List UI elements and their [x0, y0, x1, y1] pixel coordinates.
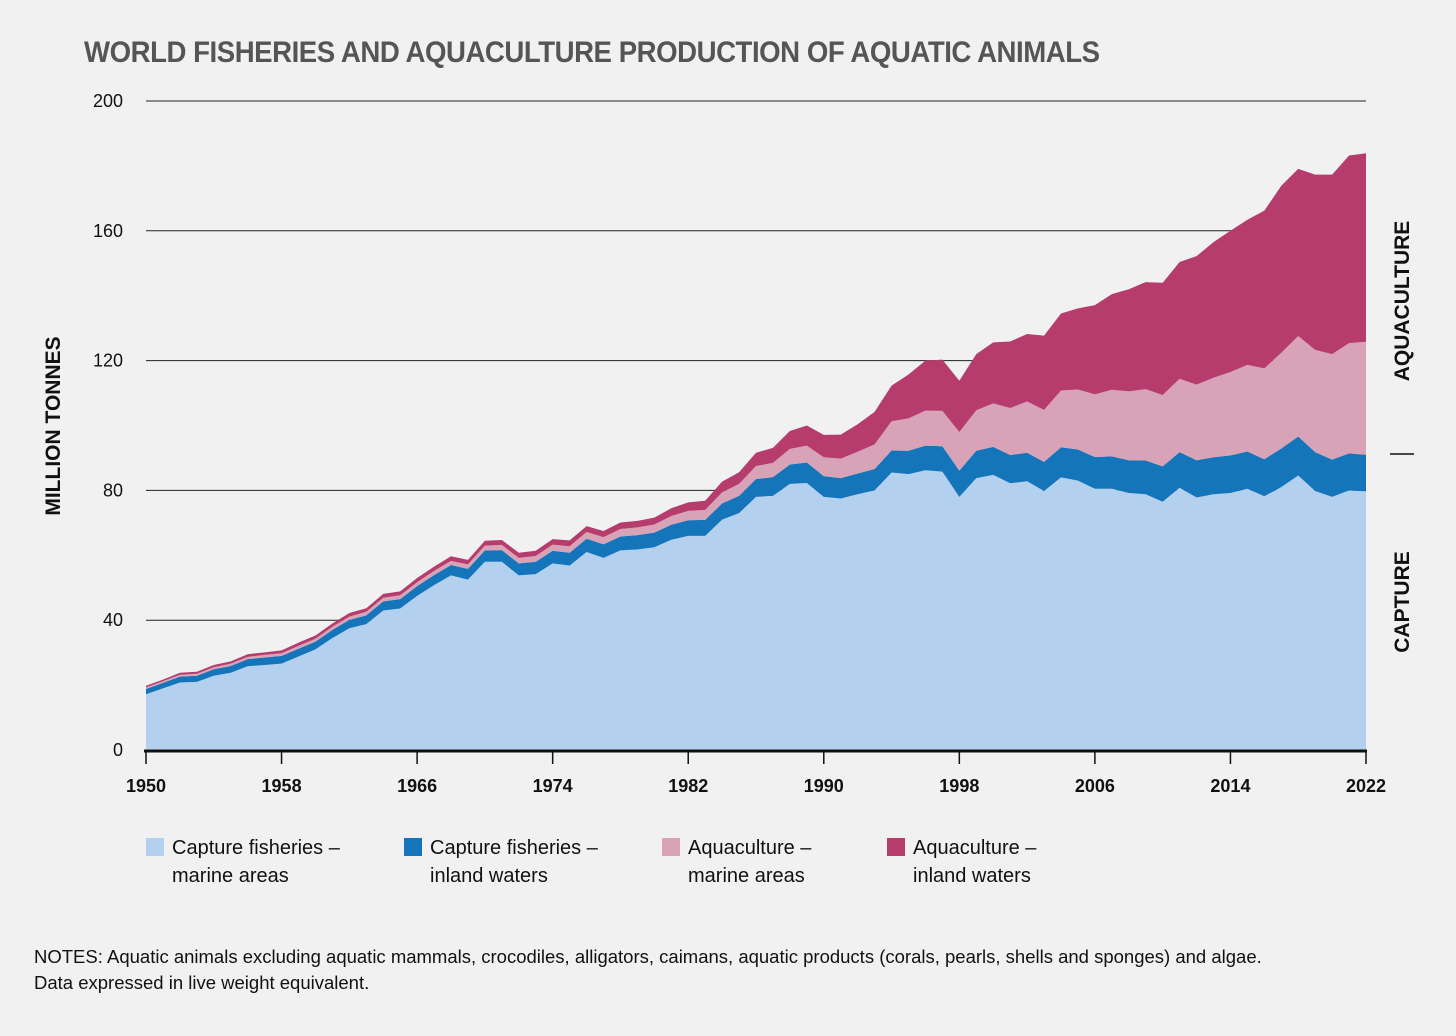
legend-label-line1: Capture fisheries –: [172, 837, 340, 859]
y-tick-label-120: 120: [93, 351, 123, 371]
x-tick-label-1998: 1998: [939, 776, 979, 796]
chart-title: WORLD FISHERIES AND AQUACULTURE PRODUCTI…: [84, 36, 1100, 69]
x-tick-label-1990: 1990: [804, 776, 844, 796]
legend-swatch-capture-marine: [146, 838, 164, 856]
x-tick-label-2014: 2014: [1210, 776, 1250, 796]
x-tick-label-1958: 1958: [262, 776, 302, 796]
legend-label-line2: inland waters: [430, 865, 548, 887]
x-tick-label-1966: 1966: [397, 776, 437, 796]
legend-item-aquaculture-marine: Aquaculture – marine areas: [662, 834, 811, 890]
y-tick-label-40: 40: [103, 610, 123, 630]
notes-line-2: Data expressed in live weight equivalent…: [34, 972, 370, 993]
x-tick-label-1950: 1950: [126, 776, 166, 796]
legend-label-line2: inland waters: [913, 865, 1031, 887]
axes: [144, 453, 1414, 764]
notes-line-1: NOTES: Aquatic animals excluding aquatic…: [34, 946, 1262, 967]
x-tick-label-2006: 2006: [1075, 776, 1115, 796]
y-tick-label-160: 160: [93, 221, 123, 241]
side-label-aquaculture: AQUACULTURE: [1391, 221, 1414, 382]
legend-label-line1: Capture fisheries –: [430, 837, 598, 859]
legend-swatch-capture-inland: [404, 838, 422, 856]
area-series-1: [146, 470, 1366, 750]
y-tick-label-0: 0: [113, 740, 123, 760]
chart-plot: 0 40 80 120 160 200 1950 1958 1966 1974 1982 1990 19…: [42, 91, 1414, 796]
y-tick-label-80: 80: [103, 480, 123, 500]
legend-label-line2: marine areas: [688, 865, 805, 887]
area-series: [146, 153, 1366, 750]
legend: Capture fisheries – marine areas Capture…: [146, 834, 1146, 894]
y-axis-label: MILLION TONNES: [42, 336, 65, 515]
legend-swatch-aquaculture-inland: [887, 838, 905, 856]
side-label-capture: CAPTURE: [1391, 551, 1414, 653]
x-tick-label-1982: 1982: [668, 776, 708, 796]
axis-labels: 0 40 80 120 160 200 1950 1958 1966 1974 1982 1990 19…: [42, 91, 1414, 796]
x-tick-label-1974: 1974: [533, 776, 573, 796]
legend-label-line2: marine areas: [172, 865, 289, 887]
notes: NOTES: Aquatic animals excluding aquatic…: [34, 944, 1424, 996]
legend-item-capture-marine: Capture fisheries – marine areas: [146, 834, 340, 890]
area-series-2: [146, 436, 1366, 695]
legend-label-line1: Aquaculture –: [913, 837, 1037, 859]
legend-item-aquaculture-inland: Aquaculture – inland waters: [887, 834, 1036, 890]
legend-item-capture-inland: Capture fisheries – inland waters: [404, 834, 598, 890]
y-tick-label-200: 200: [93, 91, 123, 111]
legend-swatch-aquaculture-marine: [662, 838, 680, 856]
x-tick-label-2022: 2022: [1346, 776, 1386, 796]
area-series-3: [146, 335, 1366, 689]
legend-label-line1: Aquaculture –: [688, 837, 812, 859]
